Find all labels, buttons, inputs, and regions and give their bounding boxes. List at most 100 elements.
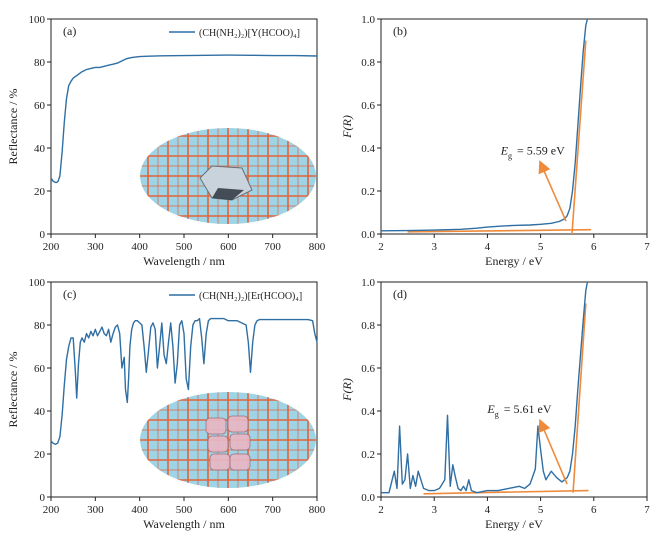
- inset-photo: [140, 128, 316, 224]
- x-tick-label: 6: [591, 504, 597, 516]
- eg-value: = 5.59 eV: [514, 143, 565, 157]
- crystal: [229, 453, 251, 471]
- series-line-0: [50, 54, 318, 184]
- eg-value: = 5.61 eV: [501, 402, 552, 416]
- x-tick-label: 2: [378, 504, 384, 516]
- x-tick-label: 200: [43, 241, 60, 253]
- y-axis-label: F(R): [340, 378, 354, 402]
- series-line-0: [50, 317, 318, 445]
- y-tick-label: 60: [34, 100, 46, 112]
- y-tick-label: 0.4: [361, 406, 375, 418]
- fit-line-0: [407, 228, 592, 233]
- x-tick-label: 7: [644, 504, 650, 516]
- y-tick-label: 0: [40, 229, 46, 241]
- x-tick-label: 800: [309, 504, 326, 516]
- crystal: [205, 417, 227, 435]
- panel-label: (d): [393, 287, 407, 301]
- y-tick-label: 100: [29, 14, 46, 26]
- y-tick-label: 0.4: [361, 143, 375, 155]
- x-axis-label: Energy / eV: [485, 254, 543, 268]
- x-tick-label: 600: [220, 241, 237, 253]
- crystal: [227, 415, 249, 433]
- y-tick-label: 60: [34, 363, 46, 375]
- x-tick-label: 300: [87, 241, 104, 253]
- panel-label: (a): [63, 24, 76, 38]
- y-tick-label: 1.0: [361, 277, 375, 289]
- crystal-shadow: [212, 188, 244, 200]
- y-tick-label: 0.8: [361, 57, 375, 69]
- legend-label: (CH(NH₂)₂)[Er(HCOO)₄]: [199, 291, 302, 302]
- annotation-arrow: [538, 418, 568, 485]
- x-tick-label: 2: [378, 241, 384, 253]
- x-tick-label: 5: [538, 504, 544, 516]
- x-tick-label: 400: [131, 241, 148, 253]
- x-axis-label: Wavelength / nm: [143, 254, 225, 268]
- x-tick-label: 4: [485, 241, 491, 253]
- inset-photo: [140, 392, 316, 488]
- y-tick-label: 1.0: [361, 14, 375, 26]
- fit-line-1: [571, 40, 587, 235]
- photo-clip: [140, 392, 316, 488]
- annotation-arrow: [538, 160, 567, 222]
- plot-frame: [380, 281, 648, 498]
- y-tick-label: 0: [40, 492, 46, 504]
- eg-subscript: g: [508, 151, 512, 160]
- fit-line-0: [423, 489, 589, 495]
- eg-symbol: E: [500, 143, 509, 157]
- y-tick-label: 40: [34, 143, 46, 155]
- chart-panel-2: 200 300 400 500 600 700 800 0 20 40 60 80 100 Wavelen…: [6, 277, 326, 531]
- y-tick-label: 0.2: [361, 186, 375, 198]
- y-tick-label: 0.0: [361, 229, 375, 241]
- x-tick-label: 7: [644, 241, 650, 253]
- y-tick-label: 80: [34, 57, 46, 69]
- y-tick-label: 40: [34, 406, 46, 418]
- y-tick-label: 0.2: [361, 449, 375, 461]
- chart-panel-0: 200 300 400 500 600 700 800 0 20 40 60 80 100 Wavelen…: [6, 14, 326, 268]
- x-tick-label: 300: [87, 504, 104, 516]
- x-axis-label: Wavelength / nm: [143, 517, 225, 531]
- crystal: [229, 433, 251, 451]
- x-tick-label: 800: [309, 241, 326, 253]
- legend-label: (CH(NH₂)₂)[Y(HCOO)₄]: [199, 28, 300, 39]
- y-tick-label: 20: [34, 449, 46, 461]
- x-tick-label: 3: [431, 241, 437, 253]
- chart-panel-1: 2 3 4 5 6 7 0.0 0.2 0.4 0.6 0.8 1.0 Energy / eV F(R) (…: [340, 14, 650, 268]
- y-tick-label: 0.6: [361, 363, 375, 375]
- x-tick-label: 6: [591, 241, 597, 253]
- photo-clip: [140, 128, 316, 224]
- y-tick-label: 0.0: [361, 492, 375, 504]
- crystal: [207, 435, 229, 453]
- y-tick-label: 80: [34, 320, 46, 332]
- x-tick-label: 600: [220, 504, 237, 516]
- x-tick-label: 400: [131, 504, 148, 516]
- x-tick-label: 4: [485, 504, 491, 516]
- chart-panel-3: 2 3 4 5 6 7 0.0 0.2 0.4 0.6 0.8 1.0 Energy / eV F(R) (…: [340, 277, 650, 531]
- y-tick-label: 0.6: [361, 100, 375, 112]
- x-tick-label: 700: [264, 241, 281, 253]
- x-tick-label: 200: [43, 504, 60, 516]
- eg-annotation: Eg = 5.61 eV: [486, 402, 551, 419]
- plot-frame: [380, 18, 648, 235]
- x-tick-label: 700: [264, 504, 281, 516]
- series-line-0: [380, 18, 589, 232]
- y-tick-label: 0.8: [361, 320, 375, 332]
- y-axis-label: F(R): [340, 115, 354, 139]
- x-tick-label: 5: [538, 241, 544, 253]
- y-tick-label: 20: [34, 186, 46, 198]
- x-tick-label: 500: [176, 504, 193, 516]
- fit-line-1: [572, 303, 587, 493]
- y-tick-label: 100: [29, 277, 46, 289]
- eg-annotation: Eg = 5.59 eV: [500, 143, 565, 160]
- x-tick-label: 500: [176, 241, 193, 253]
- panel-label: (b): [393, 24, 407, 38]
- crystal: [209, 453, 231, 471]
- eg-subscript: g: [495, 410, 499, 419]
- panel-label: (c): [63, 287, 76, 301]
- y-axis-label: Reflectance / %: [6, 352, 20, 428]
- y-axis-label: Reflectance / %: [6, 89, 20, 165]
- x-axis-label: Energy / eV: [485, 517, 543, 531]
- x-tick-label: 3: [431, 504, 437, 516]
- eg-symbol: E: [486, 402, 495, 416]
